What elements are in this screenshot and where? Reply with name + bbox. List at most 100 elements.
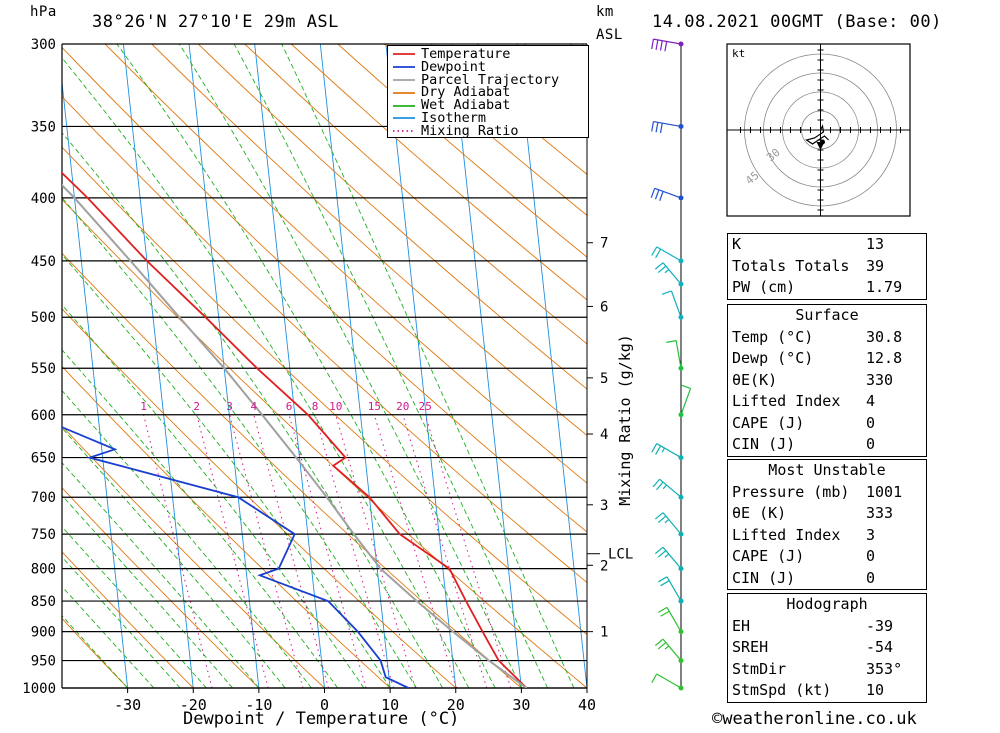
mixing-ratio-axis-label: Mixing Ratio (g/kg) xyxy=(616,334,634,506)
temperature-tick-label: 30 xyxy=(512,696,530,714)
wind-level-dot xyxy=(678,598,684,604)
surface-section-title: Surface xyxy=(795,306,859,324)
temperature-tick-label: 20 xyxy=(447,696,465,714)
wind-barb-flag xyxy=(651,673,658,683)
wind-barb-half-flag xyxy=(661,447,666,453)
index-row: Pressure (mb) 1001 xyxy=(728,482,926,504)
wind-barb-staff xyxy=(670,290,682,318)
wind-level-dot xyxy=(678,531,684,537)
hodograph-unit-label: kt xyxy=(732,47,745,60)
wind-barb xyxy=(651,673,684,691)
index-value: 0 xyxy=(866,435,876,453)
index-row: CIN (J) 0 xyxy=(728,434,926,456)
pressure-tick-label: 350 xyxy=(31,119,56,135)
legend-label: Dewpoint xyxy=(421,58,487,75)
index-value: 333 xyxy=(866,504,894,522)
index-label: PW (cm) xyxy=(732,278,796,296)
isotherm-line xyxy=(319,44,391,688)
wind-barb-flag xyxy=(655,122,659,133)
index-value: -54 xyxy=(866,638,894,656)
wet-adiabat-line xyxy=(116,44,496,688)
wind-barb-flag xyxy=(664,41,668,52)
index-label: CAPE (J) xyxy=(732,547,805,565)
wind-level-dot xyxy=(678,412,684,418)
wind-barb-half-flag xyxy=(664,269,670,274)
wind-level-dot xyxy=(678,195,684,201)
wind-barb-flag xyxy=(651,121,655,132)
wind-level-dot xyxy=(678,281,684,287)
wet-adiabat-line xyxy=(62,526,207,688)
legend-item: Mixing Ratio xyxy=(388,124,588,138)
mixing-ratio-line xyxy=(424,414,512,688)
mixing-ratio-tick-label: 8 xyxy=(312,400,319,413)
km-tick-label: 3 xyxy=(600,498,608,514)
pressure-tick-label: 850 xyxy=(31,594,56,610)
index-label: StmDir xyxy=(732,659,787,678)
mixing-ratio-tick-label: 25 xyxy=(419,400,432,413)
pressure-tick-label: 800 xyxy=(31,562,56,578)
index-value: 353° xyxy=(866,659,903,678)
temperature-tick-label: 10 xyxy=(381,696,399,714)
parcel-trajectory-line xyxy=(62,183,528,688)
datetime-title: 14.08.2021 00GMT (Base: 00) xyxy=(652,12,942,32)
wind-barb-flag xyxy=(651,246,658,256)
index-value: 0 xyxy=(866,568,876,587)
wind-level-dot xyxy=(678,566,684,572)
index-row: CIN (J) 0 xyxy=(728,568,926,590)
wind-barb-staff xyxy=(656,443,682,459)
wind-barb-staff xyxy=(662,262,682,285)
wind-barb xyxy=(651,443,684,461)
wind-barb-flag xyxy=(654,189,660,200)
mixing-ratio-tick-label: 15 xyxy=(368,400,381,413)
wind-barb xyxy=(666,340,684,371)
pressure-tick-label: 600 xyxy=(31,408,56,424)
wind-barb-flag xyxy=(655,39,659,50)
wet-adiabat-line xyxy=(178,44,522,688)
legend-label: Temperature xyxy=(421,46,511,62)
wind-barb-half-flag xyxy=(664,645,670,650)
km-tick-label: 5 xyxy=(600,371,608,387)
temperature-tick-label: -20 xyxy=(180,696,207,714)
legend-item: Isotherm xyxy=(388,111,588,125)
legend-item: Temperature xyxy=(388,46,588,62)
pressure-tick-label: 550 xyxy=(31,361,56,377)
legend-swatch xyxy=(393,79,415,81)
location-title: 38°26'N 27°10'E 29m ASL xyxy=(92,12,339,32)
wind-barb-flag xyxy=(680,384,691,390)
wind-barb-staff xyxy=(680,388,692,415)
wind-barb xyxy=(651,121,684,134)
wind-barb-staff xyxy=(662,638,682,661)
storm-motion-marker xyxy=(816,142,825,150)
isotherm-line xyxy=(648,44,718,688)
isotherm-line xyxy=(254,44,325,688)
index-value: 1001 xyxy=(866,482,903,501)
index-value: 10 xyxy=(866,681,885,699)
index-value: 1.79 xyxy=(866,278,903,296)
legend-swatch xyxy=(393,130,415,133)
km-tick-label: 4 xyxy=(600,427,608,443)
mixing-ratio-line xyxy=(229,414,304,688)
index-value: 0 xyxy=(866,547,876,565)
index-row: PW (cm) 1.79 xyxy=(728,277,926,299)
isotherm-line xyxy=(385,44,457,688)
mixing-ratio-tick-label: 2 xyxy=(193,400,200,413)
wind-barb xyxy=(661,290,684,320)
temperature-tick-label: 0 xyxy=(320,696,329,714)
index-row: θE (K) 333 xyxy=(728,503,926,525)
index-label: CIN (J) xyxy=(732,435,796,453)
index-value: 13 xyxy=(866,235,885,253)
dry-adiabat-line xyxy=(62,551,194,688)
index-label: EH xyxy=(732,616,751,635)
wind-barb-half-flag xyxy=(664,519,670,524)
wind-barb-flag xyxy=(666,340,677,343)
index-row: Totals Totals 39 xyxy=(728,256,926,278)
wet-adiabat-line xyxy=(62,614,128,688)
wind-barb xyxy=(652,478,684,500)
mixing-ratio-line xyxy=(373,414,458,688)
legend-swatch xyxy=(393,91,415,94)
wind-barb-staff xyxy=(662,546,682,570)
legend-item: Parcel Trajectory xyxy=(388,73,588,87)
wind-barb-flag xyxy=(651,39,655,50)
legend-swatch xyxy=(393,104,415,107)
